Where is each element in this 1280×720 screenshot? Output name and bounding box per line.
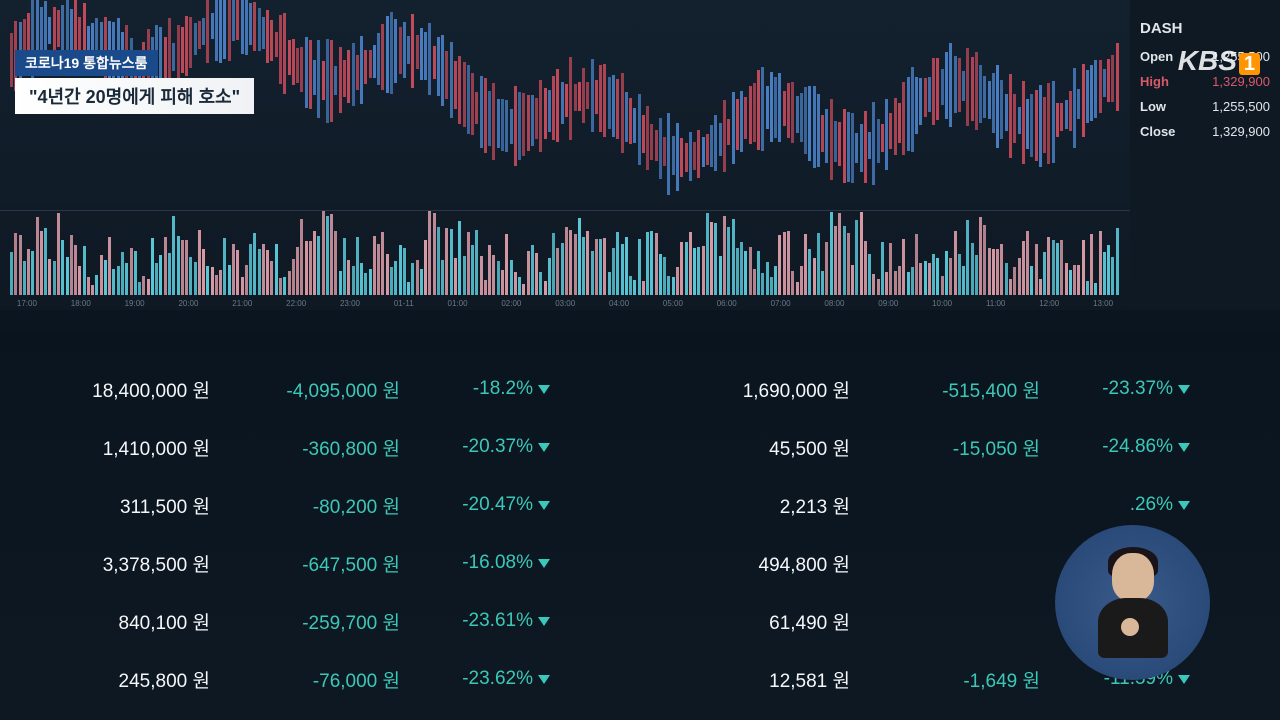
- headline-category: 코로나19 통합뉴스룸: [15, 50, 158, 76]
- change-cell: -360,800 원: [230, 434, 400, 461]
- x-tick-label: 02:00: [501, 299, 521, 308]
- down-arrow-icon: [538, 617, 550, 626]
- change-cell: -647,500 원: [230, 550, 400, 577]
- pct-cell: -24.86%: [1060, 436, 1190, 458]
- price-cell: 12,581 원: [670, 666, 850, 693]
- ohlc-value: 1,329,900: [1212, 124, 1270, 139]
- price-cell: 61,490 원: [670, 608, 850, 635]
- x-tick-label: 21:00: [232, 299, 252, 308]
- price-cell: 1,410,000 원: [30, 434, 210, 461]
- price-cell: 840,100 원: [30, 608, 210, 635]
- change-cell: -80,200 원: [230, 492, 400, 519]
- down-arrow-icon: [1178, 385, 1190, 394]
- table-row: 3,378,500 원 -647,500 원 -16.08%: [30, 534, 610, 592]
- change-cell: -1,649 원: [870, 666, 1040, 693]
- pct-cell: .26%: [1060, 494, 1190, 516]
- x-tick-label: 13:00: [1093, 299, 1113, 308]
- x-tick-label: 22:00: [286, 299, 306, 308]
- ohlc-label: Low: [1140, 99, 1166, 114]
- x-tick-label: 23:00: [340, 299, 360, 308]
- ohlc-row: Low 1,255,500: [1140, 99, 1270, 114]
- price-cell: 45,500 원: [670, 434, 850, 461]
- down-arrow-icon: [538, 675, 550, 684]
- down-arrow-icon: [1178, 675, 1190, 684]
- pct-cell: -16.08%: [420, 552, 550, 574]
- table-row: 245,800 원 -76,000 원 -23.62%: [30, 650, 610, 708]
- price-cell: 245,800 원: [30, 666, 210, 693]
- logo-text: KBS: [1178, 45, 1237, 76]
- headline-text: "4년간 20명에게 피해 호소": [15, 78, 254, 114]
- sidebar-title: DASH: [1140, 20, 1270, 37]
- x-tick-label: 06:00: [717, 299, 737, 308]
- broadcaster-logo: KBS1: [1178, 45, 1260, 77]
- table-row: 840,100 원 -259,700 원 -23.61%: [30, 592, 610, 650]
- change-cell: -15,050 원: [870, 434, 1040, 461]
- logo-channel: 1: [1239, 53, 1260, 75]
- news-headline-overlay: 코로나19 통합뉴스룸 "4년간 20명에게 피해 호소": [15, 50, 254, 114]
- x-tick-label: 01:00: [448, 299, 468, 308]
- price-cell: 311,500 원: [30, 492, 210, 519]
- price-chart-panel: 17:00 18:00 19:00 20:00 21:00 22:00 23:00 01-11…: [0, 0, 1130, 310]
- price-cell: 494,800 원: [670, 550, 850, 577]
- pct-cell: -23.62%: [420, 668, 550, 690]
- price-cell: 18,400,000 원: [30, 376, 210, 403]
- x-tick-label: 09:00: [878, 299, 898, 308]
- change-cell: -259,700 원: [230, 608, 400, 635]
- ohlc-label: Open: [1140, 49, 1173, 64]
- x-tick-label: 01-11: [394, 299, 414, 308]
- table-row: 1,690,000 원 -515,400 원 -23.37%: [670, 360, 1250, 418]
- change-cell: -76,000 원: [230, 666, 400, 693]
- x-tick-label: 19:00: [125, 299, 145, 308]
- pct-cell: -23.37%: [1060, 378, 1190, 400]
- sign-language-interpreter: [1055, 525, 1210, 680]
- x-tick-label: 12:00: [1039, 299, 1059, 308]
- person-icon: [1093, 543, 1173, 663]
- table-row: 2,213 원 .26%: [670, 476, 1250, 534]
- price-cell: 2,213 원: [670, 492, 850, 519]
- pct-cell: -18.2%: [420, 378, 550, 400]
- down-arrow-icon: [1178, 443, 1190, 452]
- pct-cell: -23.61%: [420, 610, 550, 632]
- pct-cell: -20.47%: [420, 494, 550, 516]
- ohlc-row: Close 1,329,900: [1140, 124, 1270, 139]
- change-cell: -4,095,000 원: [230, 376, 400, 403]
- x-tick-label: 08:00: [824, 299, 844, 308]
- price-cell: 3,378,500 원: [30, 550, 210, 577]
- x-tick-label: 07:00: [771, 299, 791, 308]
- down-arrow-icon: [538, 385, 550, 394]
- table-row: 18,400,000 원 -4,095,000 원 -18.2%: [30, 360, 610, 418]
- x-axis-labels: 17:00 18:00 19:00 20:00 21:00 22:00 23:00 01-11…: [0, 299, 1130, 308]
- down-arrow-icon: [538, 443, 550, 452]
- volume-chart: 17:00 18:00 19:00 20:00 21:00 22:00 23:00 01-11…: [0, 210, 1130, 310]
- x-tick-label: 20:00: [178, 299, 198, 308]
- price-cell: 1,690,000 원: [670, 376, 850, 403]
- table-row: 1,410,000 원 -360,800 원 -20.37%: [30, 418, 610, 476]
- x-tick-label: 17:00: [17, 299, 37, 308]
- table-row: 311,500 원 -80,200 원 -20.47%: [30, 476, 610, 534]
- down-arrow-icon: [538, 501, 550, 510]
- table-row: 45,500 원 -15,050 원 -24.86%: [670, 418, 1250, 476]
- change-cell: -515,400 원: [870, 376, 1040, 403]
- x-tick-label: 10:00: [932, 299, 952, 308]
- x-tick-label: 11:00: [986, 299, 1005, 308]
- ohlc-value: 1,255,500: [1212, 99, 1270, 114]
- down-arrow-icon: [538, 559, 550, 568]
- ohlc-label: Close: [1140, 124, 1175, 139]
- x-tick-label: 04:00: [609, 299, 629, 308]
- x-tick-label: 03:00: [555, 299, 575, 308]
- x-tick-label: 05:00: [663, 299, 683, 308]
- pct-cell: -20.37%: [420, 436, 550, 458]
- ohlc-label: High: [1140, 74, 1169, 89]
- down-arrow-icon: [1178, 501, 1190, 510]
- x-tick-label: 18:00: [71, 299, 91, 308]
